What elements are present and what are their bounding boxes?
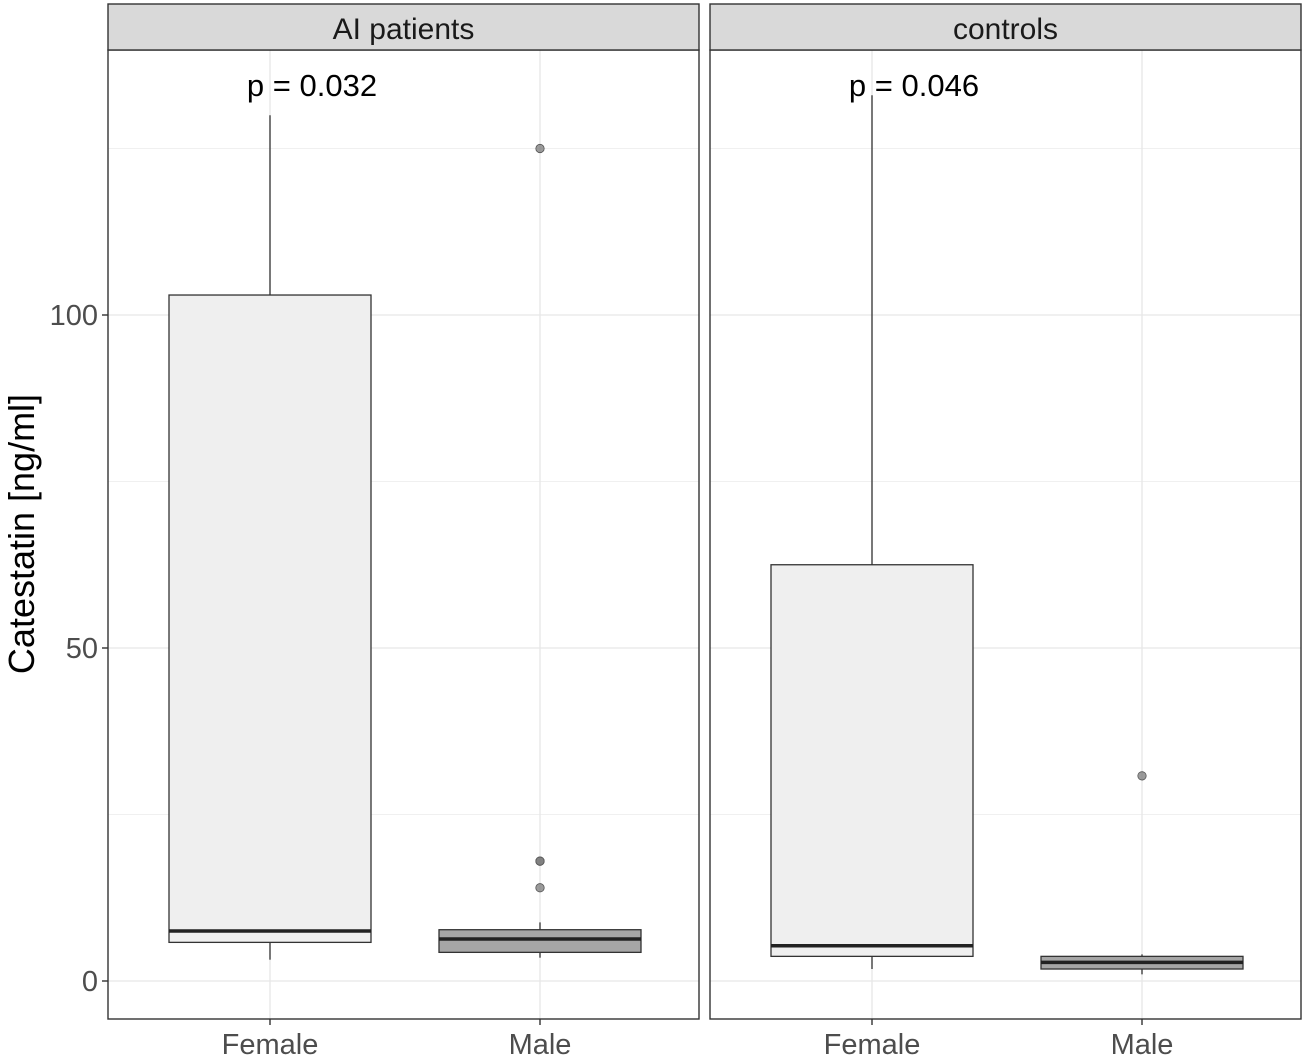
strip-label: AI patients [333, 13, 475, 46]
y-axis-title: Catestatin [ng/ml] [1, 394, 42, 674]
outlier-point [535, 856, 545, 866]
y-tick-label: 50 [66, 633, 98, 665]
p-value-label: p = 0.046 [849, 68, 979, 103]
box-iqr [438, 929, 642, 954]
outlier-point [535, 143, 545, 154]
x-tick-label: Female [824, 1029, 921, 1058]
box-female: Female [168, 115, 372, 1058]
y-tick-label: 100 [50, 300, 98, 332]
box-female: Female [770, 95, 974, 1058]
strip-background [107, 3, 700, 51]
y-tick-label: 0 [82, 966, 98, 998]
box-male: Male [1040, 771, 1244, 1058]
x-tick-label: Male [1111, 1029, 1174, 1058]
outlier-point [1137, 771, 1147, 781]
strip-background [709, 3, 1302, 51]
strip-label: controls [953, 13, 1058, 46]
x-tick-label: Male [509, 1029, 572, 1058]
box-male: Male [438, 143, 642, 1058]
facet-panel: Female Male p = 0.046 controls [709, 3, 1302, 1058]
p-value-label: p = 0.032 [247, 68, 377, 103]
outlier-point [535, 883, 545, 893]
x-tick-label: Female [222, 1029, 319, 1058]
box-iqr [168, 294, 372, 944]
facet-panel: Female Male p = 0.032 AI patients [107, 3, 700, 1058]
box-iqr [770, 564, 974, 958]
